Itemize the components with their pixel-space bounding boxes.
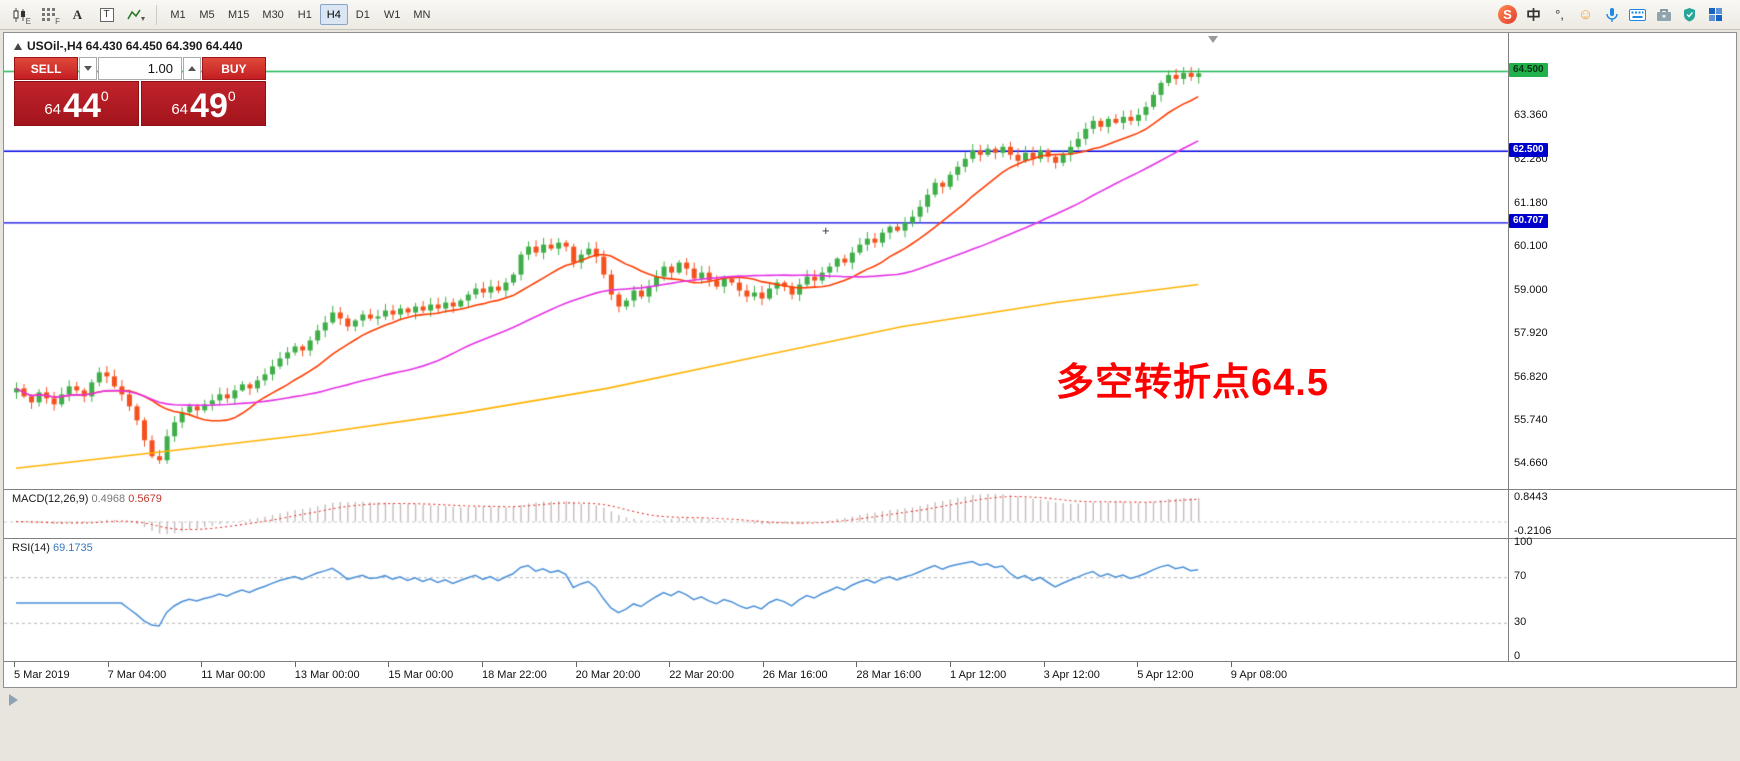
time-axis-label: 5 Apr 12:00 bbox=[1137, 662, 1194, 681]
chart-title: USOil-,H4 64.430 64.450 64.390 64.440 bbox=[14, 39, 243, 53]
time-axis-label: 18 Mar 22:00 bbox=[482, 662, 547, 681]
time-axis-label: 15 Mar 00:00 bbox=[388, 662, 454, 681]
timeframe-button[interactable]: D1 bbox=[349, 4, 377, 25]
volume-dropdown-button[interactable] bbox=[79, 57, 97, 80]
soft-keyboard-icon[interactable] bbox=[1627, 4, 1648, 25]
plus-marker: + bbox=[822, 223, 830, 238]
volume-input[interactable] bbox=[98, 57, 182, 80]
price-scale-label: 55.740 bbox=[1514, 413, 1548, 426]
lang-cn-icon[interactable] bbox=[1523, 4, 1544, 25]
time-axis[interactable]: 5 Mar 2019 7 Mar 04:00 11 Mar 00:00 13 Mar … bbox=[4, 662, 1508, 687]
draw-objects-button[interactable] bbox=[122, 3, 149, 27]
buy-button[interactable]: BUY bbox=[201, 57, 266, 80]
timeframe-button[interactable]: MN bbox=[407, 4, 436, 25]
time-axis-label: 13 Mar 00:00 bbox=[294, 662, 360, 681]
mic-icon[interactable] bbox=[1601, 4, 1622, 25]
objects-icon bbox=[126, 9, 145, 21]
time-axis-label: 26 Mar 16:00 bbox=[762, 662, 828, 681]
time-axis-label: 1 Apr 12:00 bbox=[950, 662, 1007, 681]
rsi-scale-label: 0 bbox=[1514, 650, 1521, 662]
rsi-scale-label: 70 bbox=[1514, 570, 1527, 583]
timeframe-button[interactable]: H1 bbox=[291, 4, 319, 25]
scroll-marker-icon[interactable] bbox=[9, 694, 18, 706]
rsi-panel-canvas[interactable] bbox=[4, 539, 1508, 661]
panel-separator[interactable] bbox=[4, 489, 1736, 490]
timeframe-button[interactable]: W1 bbox=[378, 4, 407, 25]
price-scale-label: 57.920 bbox=[1514, 326, 1548, 339]
macd-panel-canvas[interactable] bbox=[4, 490, 1508, 538]
icon-badge: F bbox=[55, 16, 60, 26]
macd-label: MACD(12,26,9) 0.4968 0.5679 bbox=[12, 493, 162, 505]
textbox-icon: T bbox=[99, 7, 114, 22]
sogou-logo-icon[interactable]: S bbox=[1497, 4, 1518, 25]
rsi-label: RSI(14) 69.1735 bbox=[12, 542, 93, 554]
symbol-marker-icon bbox=[14, 42, 22, 50]
ime-tray: S °, ☺ bbox=[1497, 4, 1734, 25]
add-text-button[interactable]: A bbox=[64, 3, 91, 27]
price-scale-label: 54.660 bbox=[1514, 456, 1548, 469]
price-scale-label: 60.100 bbox=[1514, 239, 1548, 252]
chart-annotation: 多空转折点64.5 bbox=[1056, 362, 1329, 404]
chevron-up-icon bbox=[187, 66, 196, 71]
timeframe-button[interactable]: H4 bbox=[319, 4, 348, 25]
time-axis-label: 5 Mar 2019 bbox=[14, 662, 70, 681]
time-axis-label: 22 Mar 20:00 bbox=[669, 662, 735, 681]
shield-icon[interactable] bbox=[1679, 4, 1700, 25]
volume-spinner-button[interactable] bbox=[183, 57, 201, 80]
panel-separator bbox=[4, 661, 1736, 662]
macd-scale-min: -0.2106 bbox=[1514, 525, 1552, 537]
price-scale[interactable]: 64.500 63.360 62.280 61.180 60.100 59.000 57.9… bbox=[1510, 33, 1736, 489]
chart-type-candles-icon[interactable]: E bbox=[6, 3, 33, 27]
add-label-button[interactable]: T bbox=[93, 3, 120, 27]
chart-shift-marker[interactable] bbox=[1208, 36, 1218, 43]
top-toolbar: E F A T M1 M5 M15 M30 H1 H4 D1 W1 MN S bbox=[0, 0, 1740, 30]
chevron-down-icon bbox=[84, 66, 93, 71]
timeframe-button[interactable]: M5 bbox=[193, 4, 221, 25]
sell-button[interactable]: SELL bbox=[14, 57, 79, 80]
price-scale-label: 56.820 bbox=[1514, 370, 1548, 383]
time-axis-label: 28 Mar 16:00 bbox=[856, 662, 922, 681]
price-scale-label: 59.000 bbox=[1514, 283, 1548, 296]
rsi-scale-label: 100 bbox=[1514, 536, 1533, 548]
macd-scale-max: 0.8443 bbox=[1514, 491, 1548, 503]
rsi-scale-label: 30 bbox=[1514, 615, 1527, 628]
price-scale-label: 63.360 bbox=[1514, 109, 1548, 122]
macd-scale[interactable]: 0.8443 -0.2106 bbox=[1510, 490, 1736, 538]
sell-price-display[interactable]: 64 44 0 bbox=[14, 81, 139, 126]
toolbox-icon[interactable] bbox=[1653, 4, 1674, 25]
scale-separator bbox=[1508, 33, 1509, 661]
time-axis-label: 3 Apr 12:00 bbox=[1043, 662, 1100, 681]
buy-price-display[interactable]: 64 49 0 bbox=[141, 81, 266, 126]
chart-window: USOil-,H4 64.430 64.450 64.390 64.440 SE… bbox=[3, 32, 1737, 688]
indicator-grid-icon[interactable]: F bbox=[35, 3, 62, 27]
timeframe-button[interactable]: M15 bbox=[222, 4, 255, 25]
toolbar-separator bbox=[156, 4, 157, 25]
main-chart-canvas[interactable] bbox=[4, 33, 1736, 489]
timeframe-toolbar: M1 M5 M15 M30 H1 H4 D1 W1 MN bbox=[164, 4, 436, 25]
grid-squares-icon[interactable] bbox=[1705, 4, 1726, 25]
candles-icon bbox=[13, 7, 25, 22]
timeframe-button[interactable]: M1 bbox=[164, 4, 192, 25]
time-axis-label: 20 Mar 20:00 bbox=[575, 662, 641, 681]
rsi-scale[interactable]: 100 70 30 0 bbox=[1510, 536, 1736, 662]
panel-separator[interactable] bbox=[4, 538, 1736, 539]
time-axis-label: 7 Mar 04:00 bbox=[107, 662, 167, 681]
price-scale-label: 62.280 bbox=[1514, 152, 1548, 165]
text-a-icon: A bbox=[72, 6, 83, 22]
punctuation-icon[interactable]: °, bbox=[1555, 7, 1564, 22]
emoji-icon[interactable]: ☺ bbox=[1577, 6, 1594, 23]
price-scale-label: 61.180 bbox=[1514, 196, 1548, 209]
price-scale-label: 64.500 bbox=[1514, 63, 1548, 76]
grid-icon bbox=[42, 8, 55, 21]
icon-badge: E bbox=[25, 16, 31, 26]
time-axis-label: 11 Mar 00:00 bbox=[201, 662, 266, 681]
time-axis-label: 9 Apr 08:00 bbox=[1230, 662, 1288, 681]
timeframe-button[interactable]: M30 bbox=[256, 4, 289, 25]
